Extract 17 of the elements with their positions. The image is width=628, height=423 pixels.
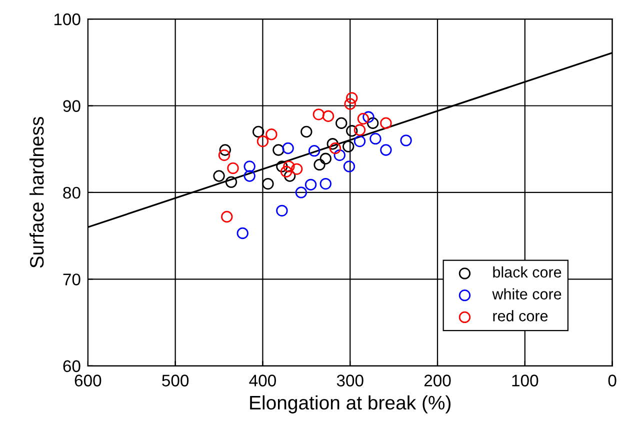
y-tick-label: 90 [63,100,80,112]
x-tick-label: 0 [608,374,616,386]
y-tick-label: 100 [54,13,80,26]
x-tick-label: 200 [424,374,451,386]
x-tick-label: 600 [74,374,102,386]
legend-label: red core [493,310,548,322]
legend-label: black core [493,266,562,278]
legend-label: white core [492,288,562,300]
x-tick-label: 300 [336,374,364,386]
x-tick-label: 400 [249,374,276,386]
x-axis-title: Elongation at break (%) [250,395,451,414]
x-tick-label: 500 [162,374,189,386]
y-tick-label: 80 [63,186,80,199]
y-tick-label: 70 [63,274,80,286]
x-tick-label: 100 [512,374,538,386]
y-axis-title: Surface hardness [29,116,44,268]
y-tick-label: 60 [63,360,80,372]
